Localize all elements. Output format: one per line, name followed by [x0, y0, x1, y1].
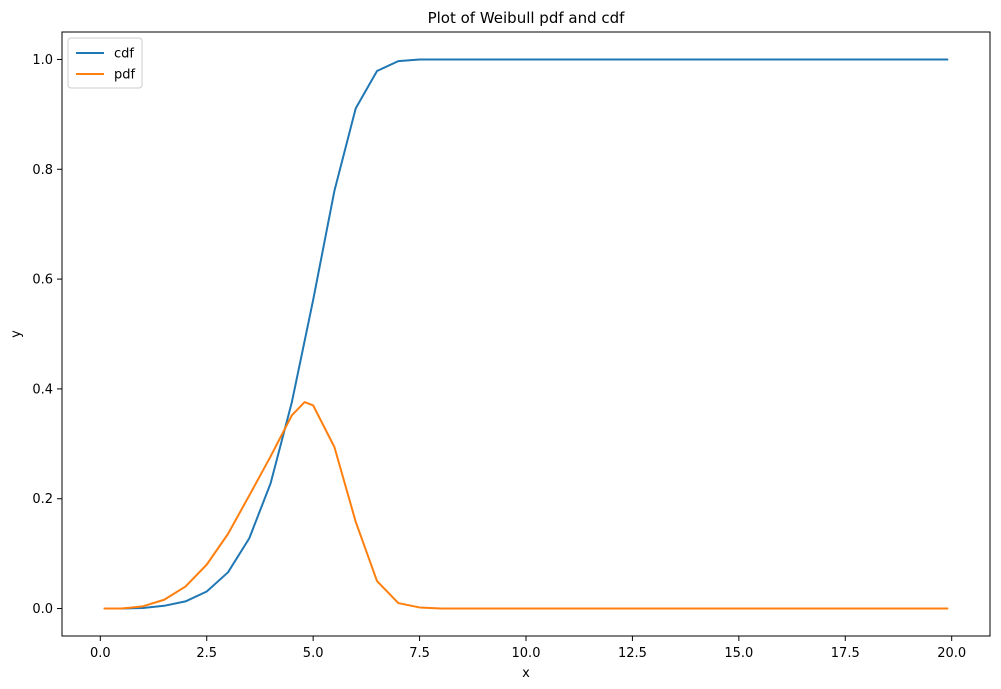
y-tick-label: 0.6: [32, 273, 53, 288]
x-tick-label: 7.5: [409, 646, 430, 661]
legend-label-pdf: pdf: [114, 68, 136, 83]
x-tick-label: 10.0: [512, 646, 541, 661]
series-line-cdf: [103, 58, 949, 610]
y-tick-label: 0.4: [32, 382, 53, 397]
x-tick-label: 17.5: [831, 646, 860, 661]
chart-title: Plot of Weibull pdf and cdf: [428, 9, 626, 27]
x-tick-label: 0.0: [90, 646, 111, 661]
x-tick-label: 15.0: [724, 646, 753, 661]
y-tick-label: 0.2: [32, 492, 53, 507]
plot-area: [103, 58, 949, 610]
x-tick-label: 20.0: [937, 646, 966, 661]
y-tick-label: 0.8: [32, 163, 53, 178]
legend-label-cdf: cdf: [114, 47, 134, 62]
x-tick-label: 12.5: [618, 646, 647, 661]
y-tick-label: 1.0: [32, 53, 53, 68]
x-tick-label: 2.5: [196, 646, 217, 661]
y-tick-label: 0.0: [32, 602, 53, 617]
x-axis-label: x: [522, 666, 530, 681]
x-axis: 0.0 2.5 5.0 7.5 10.0 12.5 15.0 17.5 20.0: [90, 636, 966, 661]
series-line-pdf: [103, 401, 949, 610]
legend: cdf pdf: [67, 37, 143, 89]
x-tick-label: 5.0: [303, 646, 324, 661]
y-axis-label: y: [9, 330, 24, 338]
legend-box: [67, 37, 143, 89]
y-axis: 0.0 0.2 0.4 0.6 0.8 1.0: [32, 53, 62, 617]
